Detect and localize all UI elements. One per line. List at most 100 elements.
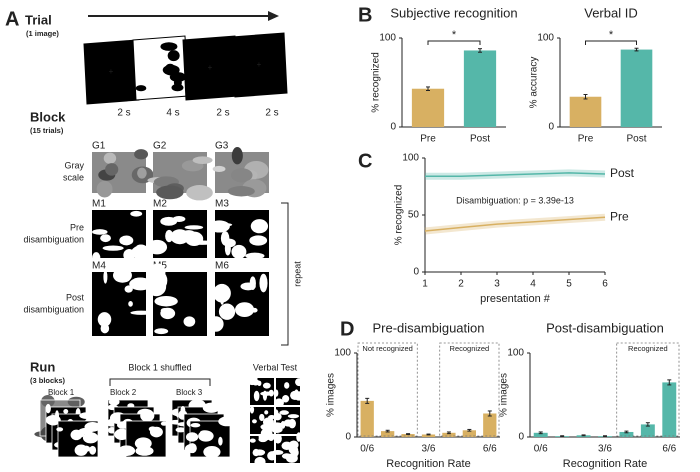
bar (463, 50, 497, 127)
y-tick-label: 0 (413, 267, 419, 278)
image-patch (160, 216, 178, 226)
bar (483, 413, 497, 437)
image-patch (231, 147, 243, 165)
image-patch (280, 421, 286, 429)
bar (462, 430, 476, 437)
image-patch (128, 301, 133, 307)
bar (569, 96, 602, 127)
error-bar (467, 428, 472, 432)
section-note: (1 image) (26, 29, 59, 38)
annotation-label: Recognized (628, 344, 668, 353)
image-patch (67, 396, 85, 408)
image-patch (253, 390, 260, 402)
row-label: disambiguation (23, 304, 84, 314)
annotation-label: Recognized (450, 344, 490, 353)
error-bar (406, 433, 411, 435)
image-patch (249, 405, 255, 414)
y-tick-label: 0 (548, 122, 554, 133)
x-tick-label: 1 (422, 279, 428, 290)
section-note: (15 trials) (30, 126, 64, 135)
image-patch (254, 456, 266, 468)
significance-label: * (609, 29, 614, 41)
x-tick-label: Post (470, 134, 490, 145)
error-bar (538, 431, 543, 435)
image-patch (208, 316, 224, 332)
section-note: (3 blocks) (30, 376, 66, 385)
image-patch (186, 184, 213, 201)
image-patch (210, 222, 233, 227)
series-label: Post (610, 166, 635, 180)
image-patch (97, 312, 112, 327)
image-patch (171, 83, 184, 92)
error-bar (426, 433, 431, 436)
image-patch (147, 239, 168, 255)
bar (360, 400, 374, 437)
image-patch (169, 72, 187, 82)
bracket-label: Block 1 shuffled (128, 362, 191, 372)
image-patch (185, 231, 204, 247)
image-patch (100, 234, 111, 243)
bar (381, 431, 395, 437)
error-bar (645, 422, 650, 427)
image-patch (249, 235, 268, 246)
chart-title: Subjective recognition (390, 5, 517, 20)
x-tick-label: 6 (602, 279, 608, 290)
block-label: Block 3 (176, 388, 203, 397)
image-patch (136, 244, 146, 249)
x-tick-label: 6/6 (483, 444, 497, 455)
image-patch (103, 152, 117, 164)
image-label: M6 (215, 261, 229, 272)
x-tick-label: 2 (458, 279, 464, 290)
x-axis-label: Recognition Rate (563, 458, 647, 470)
image-patch (287, 414, 300, 419)
chart-title: Pre-disambiguation (372, 320, 484, 335)
row-label: Post (66, 292, 85, 302)
image-label: M3 (215, 199, 229, 210)
image-patch (154, 295, 178, 307)
annotation-box (616, 342, 680, 437)
image-patch (160, 307, 176, 320)
image-patch (253, 449, 266, 456)
image-patch (284, 382, 290, 389)
panel-letter: B (358, 4, 372, 26)
image-patch (137, 167, 147, 179)
error-bar (446, 431, 451, 435)
image-patch (202, 402, 220, 413)
image-patch (288, 445, 299, 455)
significance-bracket (585, 40, 637, 45)
x-tick-label: 5 (566, 279, 572, 290)
image-patch (274, 433, 282, 444)
image-patch (129, 277, 153, 291)
error-bar (624, 430, 629, 434)
image-patch (130, 210, 143, 217)
image-patch (267, 433, 275, 442)
image-patch (96, 180, 113, 198)
image-patch (134, 149, 149, 160)
section-label: Verbal Test (253, 362, 298, 372)
significance-bracket (427, 40, 481, 45)
duration-label: 4 s (166, 108, 179, 119)
image-patch (73, 431, 85, 438)
image-patch (264, 410, 269, 415)
row-label: Gray (64, 160, 84, 170)
line (425, 172, 606, 177)
image-patch (154, 328, 169, 335)
image-patch (296, 432, 302, 442)
image-patch (250, 219, 269, 234)
image-patch (258, 436, 268, 443)
image-patch (268, 415, 276, 420)
image-patch (288, 418, 296, 429)
bar (640, 424, 655, 437)
image-label: M1 (92, 199, 106, 210)
image-patch (249, 438, 256, 443)
duration-label: 2 s (216, 108, 229, 119)
x-axis-label: Recognition Rate (386, 458, 470, 470)
y-tick-label: 100 (379, 33, 396, 44)
annotation: Disambiguation: p = 3.39e-13 (456, 195, 574, 205)
image-label: M2 (153, 199, 167, 210)
x-tick-label: 3/6 (422, 444, 436, 455)
image-patch (295, 378, 304, 387)
block-label: Block 2 (110, 388, 137, 397)
